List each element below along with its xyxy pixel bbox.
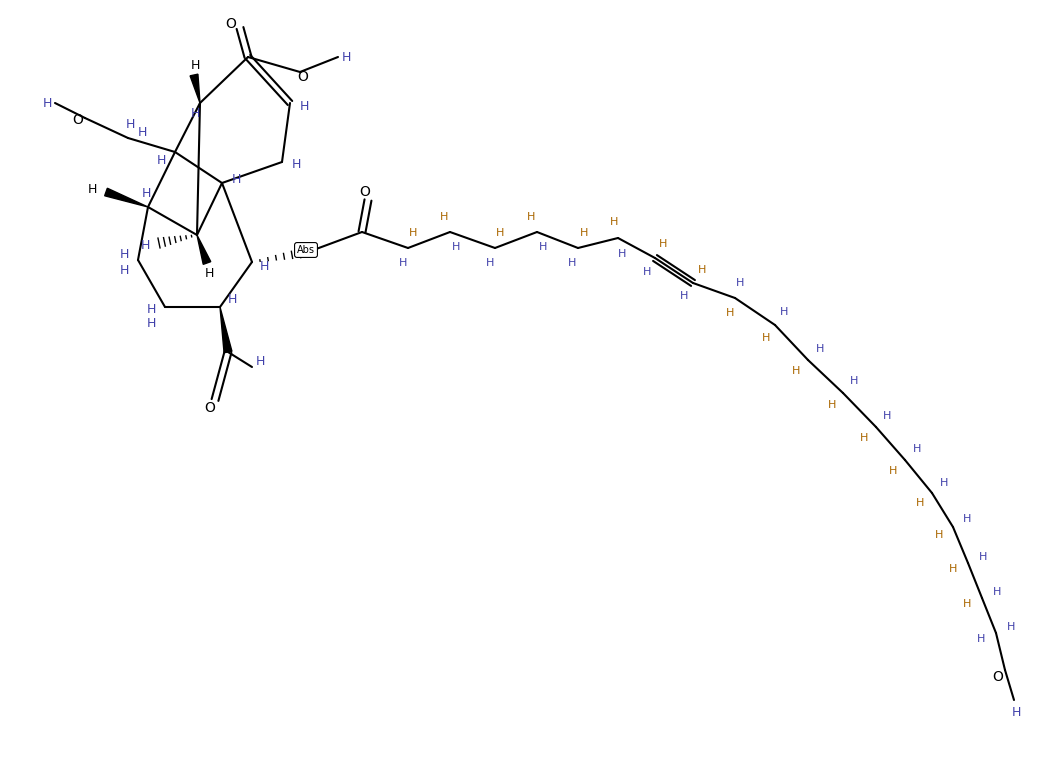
- Text: H: H: [643, 267, 652, 277]
- Text: O: O: [992, 670, 1004, 684]
- Text: H: H: [398, 258, 407, 268]
- Text: H: H: [940, 478, 948, 488]
- Text: H: H: [568, 258, 576, 268]
- Text: H: H: [255, 354, 265, 367]
- Text: H: H: [486, 258, 494, 268]
- Text: H: H: [440, 212, 448, 222]
- Text: H: H: [120, 263, 129, 276]
- Text: H: H: [204, 266, 213, 279]
- Text: H: H: [579, 228, 588, 238]
- Text: H: H: [792, 366, 801, 376]
- Polygon shape: [105, 188, 148, 207]
- Text: H: H: [527, 212, 536, 222]
- Text: H: H: [43, 96, 52, 109]
- Text: H: H: [979, 552, 987, 562]
- Text: H: H: [698, 265, 706, 275]
- Text: O: O: [73, 113, 83, 127]
- Text: O: O: [205, 401, 215, 415]
- Text: H: H: [609, 217, 619, 227]
- Text: H: H: [228, 292, 237, 305]
- Text: H: H: [140, 239, 150, 252]
- Text: H: H: [762, 334, 771, 343]
- Text: H: H: [889, 466, 898, 476]
- Text: H: H: [409, 228, 417, 238]
- Text: H: H: [141, 187, 151, 200]
- Text: H: H: [860, 433, 868, 443]
- Text: H: H: [341, 50, 350, 63]
- Text: H: H: [935, 530, 943, 540]
- Text: H: H: [962, 513, 970, 523]
- Text: H: H: [451, 242, 460, 252]
- Text: H: H: [190, 58, 200, 71]
- Text: H: H: [915, 498, 924, 508]
- Text: H: H: [658, 239, 667, 249]
- Text: H: H: [147, 317, 156, 330]
- Text: H: H: [883, 411, 891, 421]
- Text: H: H: [992, 587, 1002, 597]
- Text: H: H: [87, 183, 97, 196]
- Text: O: O: [360, 185, 370, 199]
- Text: H: H: [156, 154, 165, 167]
- Text: H: H: [736, 278, 745, 288]
- Text: O: O: [226, 17, 236, 31]
- Text: H: H: [291, 158, 301, 171]
- Text: H: H: [190, 106, 200, 119]
- Text: H: H: [815, 344, 824, 354]
- Text: H: H: [125, 118, 135, 131]
- Text: H: H: [539, 242, 547, 252]
- Text: H: H: [977, 634, 985, 644]
- Text: H: H: [618, 249, 626, 259]
- Text: H: H: [680, 291, 688, 301]
- Text: H: H: [137, 125, 147, 138]
- Text: H: H: [950, 564, 958, 575]
- Polygon shape: [220, 307, 232, 353]
- Text: H: H: [231, 172, 240, 185]
- Text: H: H: [496, 228, 504, 238]
- Polygon shape: [190, 74, 200, 103]
- Text: H: H: [963, 599, 971, 609]
- Text: H: H: [913, 444, 921, 454]
- Text: H: H: [259, 259, 268, 272]
- Text: Abs: Abs: [297, 245, 315, 255]
- Text: H: H: [1011, 705, 1020, 718]
- Polygon shape: [197, 235, 211, 265]
- Text: H: H: [1007, 622, 1015, 632]
- Text: H: H: [780, 307, 788, 317]
- Text: H: H: [300, 99, 309, 112]
- Text: H: H: [120, 248, 129, 261]
- Text: H: H: [828, 399, 836, 409]
- Text: O: O: [297, 70, 309, 84]
- Text: H: H: [147, 302, 156, 315]
- Text: H: H: [850, 376, 858, 386]
- Text: H: H: [726, 308, 734, 318]
